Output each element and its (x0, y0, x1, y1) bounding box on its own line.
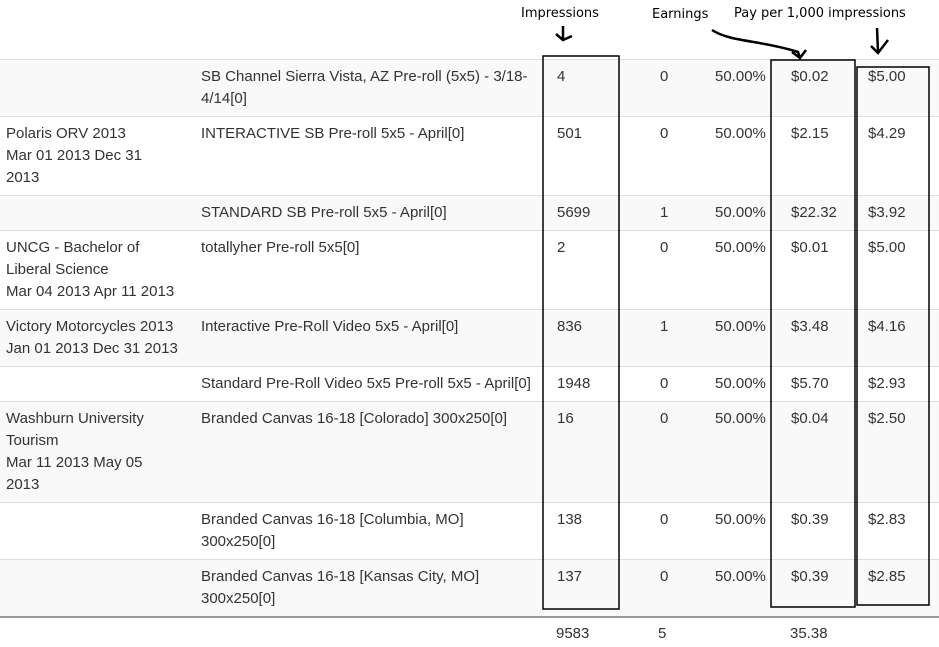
clicks: 0 (660, 375, 669, 392)
table-row: Washburn University Tourism Mar 11 2013 Ma… (0, 401, 939, 503)
impressions: 16 (557, 410, 574, 427)
campaign-text: 2013 (6, 476, 40, 493)
campaign-text: 2013 (6, 169, 40, 186)
table-row: STANDARD SB Pre-roll 5x5 - April[0] 5699 1… (0, 195, 939, 231)
impressions: 4 (557, 68, 566, 85)
impressions: 138 (557, 511, 583, 528)
rate: $2.83 (868, 511, 906, 528)
campaign-text: Liberal Science (6, 261, 109, 278)
ad-text: STANDARD SB Pre-roll 5x5 - April[0] (201, 204, 447, 221)
campaign-text: Tourism (6, 432, 59, 449)
impressions: 836 (557, 318, 583, 335)
ad-text: Standard Pre-Roll Video 5x5 Pre-roll 5x5… (201, 375, 531, 392)
share: 50.00% (715, 204, 766, 221)
campaign-text: Polaris ORV 2013 (6, 125, 126, 142)
clicks: 0 (660, 410, 669, 427)
annotation: Pay per 1,000 impressions (734, 6, 906, 21)
table-row: UNCG - Bachelor of Liberal Science Mar 04 … (0, 230, 939, 310)
annotation-marks (542, 26, 930, 610)
ad-text: 300x250[0] (201, 533, 276, 550)
table-row: Branded Canvas 16-18 [Columbia, MO] 300x2… (0, 502, 939, 560)
rate: $3.92 (868, 204, 906, 221)
ad-text: Branded Canvas 16-18 [Columbia, MO] (201, 511, 464, 528)
ad-text: Branded Canvas 16-18 [Colorado] 300x250[… (201, 410, 508, 427)
clicks: 0 (660, 511, 669, 528)
ad-text: totallyher Pre-roll 5x5[0] (201, 239, 360, 256)
table-row: Standard Pre-Roll Video 5x5 Pre-roll 5x5… (0, 366, 939, 402)
earnings: $0.01 (791, 239, 829, 256)
table-row: Polaris ORV 2013 Mar 01 2013 Dec 31 2013 IN… (0, 116, 939, 196)
share: 50.00% (715, 568, 766, 585)
total-impressions: 9583 (556, 625, 590, 642)
ad-text: Branded Canvas 16-18 [Kansas City, MO] (201, 568, 480, 585)
campaign-text: Jan 01 2013 Dec 31 2013 (6, 340, 178, 357)
earnings: $2.15 (791, 125, 829, 142)
ad-text: Interactive Pre-Roll Video 5x5 - April[0… (201, 318, 459, 335)
earnings: $22.32 (791, 204, 837, 221)
clicks: 1 (660, 318, 669, 335)
campaign-text: Mar 01 2013 Dec 31 (6, 147, 142, 164)
earnings: $3.48 (791, 318, 829, 335)
ad-text: 300x250[0] (201, 590, 276, 607)
table-row: Victory Motorcycles 2013 Jan 01 2013 Dec … (0, 309, 939, 367)
impressions: 501 (557, 125, 583, 142)
impressions: 5699 (557, 204, 591, 221)
campaign-text: Mar 04 2013 Apr 11 2013 (6, 283, 175, 300)
rate: $5.00 (868, 239, 906, 256)
share: 50.00% (715, 239, 766, 256)
rate: $2.85 (868, 568, 906, 585)
earnings: $5.70 (791, 375, 829, 392)
impressions: 137 (557, 568, 583, 585)
annotation: Earnings (652, 7, 709, 22)
campaign-text: Victory Motorcycles 2013 (6, 318, 174, 335)
share: 50.00% (715, 410, 766, 427)
clicks: 0 (660, 568, 669, 585)
ad-text: 4/14[0] (201, 90, 247, 107)
ad-text: INTERACTIVE SB Pre-roll 5x5 - April[0] (201, 125, 465, 142)
campaign-text: Mar 11 2013 May 05 (6, 454, 143, 471)
share: 50.00% (715, 68, 766, 85)
earnings: $0.39 (791, 511, 829, 528)
table-row: SB Channel Sierra Vista, AZ Pre-roll (5x… (0, 59, 939, 117)
annotation: Impressions (521, 6, 599, 21)
share: 50.00% (715, 375, 766, 392)
clicks: 1 (660, 204, 669, 221)
share: 50.00% (715, 318, 766, 335)
total-earnings: 35.38 (790, 625, 828, 642)
earnings: $0.02 (791, 68, 829, 85)
rate: $2.93 (868, 375, 906, 392)
campaign-text: UNCG - Bachelor of (6, 239, 140, 256)
share: 50.00% (715, 511, 766, 528)
rate: $2.50 (868, 410, 906, 427)
impressions: 1948 (557, 375, 591, 392)
total-clicks: 5 (658, 625, 667, 642)
clicks: 0 (660, 239, 669, 256)
earnings: $0.39 (791, 568, 829, 585)
campaign-text: Washburn University (6, 410, 144, 427)
clicks: 0 (660, 125, 669, 142)
rate: $4.29 (868, 125, 906, 142)
totals-row: 9583 5 35.38 (0, 616, 939, 647)
rate: $4.16 (868, 318, 906, 335)
impressions: 2 (557, 239, 566, 256)
rate: $5.00 (868, 68, 906, 85)
ad-text: SB Channel Sierra Vista, AZ Pre-roll (5x… (201, 68, 528, 85)
earnings: $0.04 (791, 410, 829, 427)
share: 50.00% (715, 125, 766, 142)
clicks: 0 (660, 68, 669, 85)
